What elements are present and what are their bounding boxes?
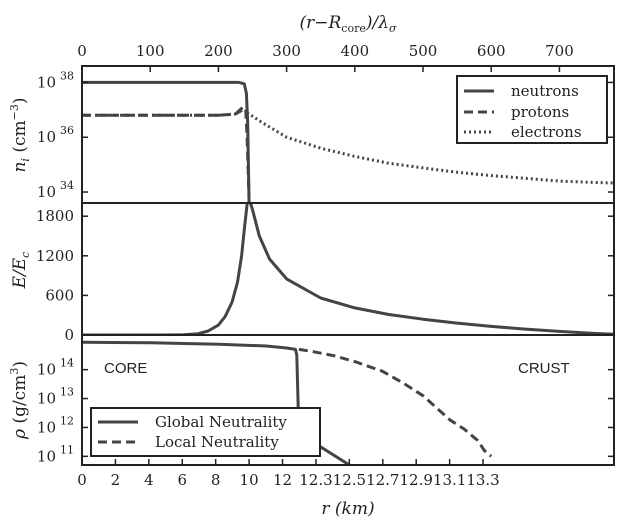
bottom-series-global-neutrality-0 — [82, 340, 353, 465]
bottom-xtick-6: 6 — [177, 471, 187, 489]
annotation-core: CORE — [104, 360, 147, 377]
top-panel: 10 38 10 36 10 34 0 100 200 300 400 500 600 700 (r−R… — [8, 13, 615, 204]
middle-ytick-600: 600 — [45, 286, 74, 304]
top-legend: neutrons protons electrons — [456, 75, 608, 144]
top-axis-tick-600: 600 — [477, 42, 506, 60]
bottom-series-group — [82, 340, 493, 465]
legend-label-local: Local Neutrality — [155, 433, 279, 451]
bottom-xtick-13.3: 13.3 — [466, 471, 499, 489]
middle-panel-frame — [81, 202, 615, 336]
bottom-ytick-12-exponent: 12 — [60, 414, 74, 427]
bottom-ytick-14: 10 — [37, 361, 56, 379]
top-axis-tick-0: 0 — [77, 42, 87, 60]
bottom-ylabel: ρ (g/cm3) — [8, 361, 30, 440]
top-axis-tick-400: 400 — [341, 42, 370, 60]
middle-series-e-e-c-0 — [82, 203, 614, 335]
bottom-xtick-10: 10 — [240, 471, 259, 489]
top-axis-title: (r−Rcore)/λσ — [299, 13, 397, 35]
top-ytick-34-exponent: 34 — [60, 179, 74, 192]
top-ytick-36: 10 — [37, 128, 56, 146]
top-axis-ticks: 0 100 200 300 400 500 600 700 — [77, 42, 574, 72]
bottom-xtick-8: 8 — [211, 471, 221, 489]
middle-ylabel: E/Ec — [10, 252, 32, 290]
bottom-xtick-4: 4 — [144, 471, 154, 489]
bottom-panel-frame — [81, 334, 615, 466]
bottom-xtick-2: 2 — [111, 471, 121, 489]
top-ytick-36-exponent: 36 — [60, 124, 74, 137]
bottom-ytick-12: 10 — [37, 418, 56, 436]
top-yticks: 10 38 10 36 10 34 — [37, 69, 614, 201]
top-legend-box — [456, 75, 608, 144]
bottom-xtick-12.7: 12.7 — [366, 471, 399, 489]
legend-label-electrons: electrons — [511, 123, 582, 141]
middle-series-group — [82, 203, 614, 335]
bottom-panel: 10 14 10 13 10 12 10 11 0 2 4 6 8 10 12 12.3 12.5 12.7 12… — [8, 334, 615, 519]
top-axis-tick-300: 300 — [272, 42, 301, 60]
top-axis-tick-700: 700 — [545, 42, 574, 60]
bottom-xtick-12.3: 12.3 — [299, 471, 332, 489]
bottom-ytick-11: 10 — [37, 447, 56, 465]
bottom-xticks: 0 2 4 6 8 10 12 12.3 12.5 12.7 12.9 13.1 13.3 — [77, 459, 500, 489]
top-series-protons-1 — [82, 105, 251, 203]
top-series-neutrons-0 — [82, 80, 251, 203]
bottom-xtick-0: 0 — [77, 471, 87, 489]
bottom-ytick-14-exponent: 14 — [60, 357, 74, 370]
legend-label-neutrons: neutrons — [511, 82, 579, 100]
top-ylabel: ni (cm−3) — [8, 97, 32, 172]
legend-label-global: Global Neutrality — [155, 413, 287, 431]
top-axis-tick-200: 200 — [204, 42, 233, 60]
bottom-yticks: 10 14 10 13 10 12 10 11 — [37, 357, 614, 465]
bottom-xtick-12: 12 — [273, 471, 292, 489]
top-axis-tick-100: 100 — [136, 42, 165, 60]
bottom-ytick-11-exponent: 11 — [60, 443, 74, 456]
top-series-electrons-2 — [82, 108, 248, 117]
top-ytick-38-exponent: 38 — [60, 69, 74, 82]
top-series-electrons-3 — [246, 111, 614, 185]
bottom-xlabel: r (km) — [321, 499, 374, 519]
bottom-legend: Global Neutrality Local Neutrality — [90, 407, 321, 457]
top-series-group — [82, 80, 614, 203]
middle-ytick-1200: 1200 — [36, 247, 74, 265]
bottom-xtick-12.5: 12.5 — [333, 471, 366, 489]
middle-yticks: 0 600 1200 1800 — [36, 207, 614, 344]
bottom-xtick-13.1: 13.1 — [433, 471, 466, 489]
bottom-legend-box — [90, 407, 321, 457]
middle-ytick-1800: 1800 — [36, 207, 74, 225]
bottom-xtick-12.9: 12.9 — [400, 471, 433, 489]
bottom-series-local-neutrality-1 — [298, 347, 493, 458]
bottom-ytick-13-exponent: 13 — [60, 386, 74, 399]
middle-ytick-0: 0 — [64, 326, 74, 344]
top-axis-tick-500: 500 — [409, 42, 438, 60]
top-ytick-34: 10 — [37, 183, 56, 201]
legend-label-protons: protons — [511, 103, 569, 121]
top-ytick-38: 10 — [37, 73, 56, 91]
bottom-ytick-13: 10 — [37, 390, 56, 408]
middle-panel: 0 600 1200 1800 E/Ec — [10, 202, 615, 344]
annotation-crust: CRUST — [518, 360, 570, 377]
